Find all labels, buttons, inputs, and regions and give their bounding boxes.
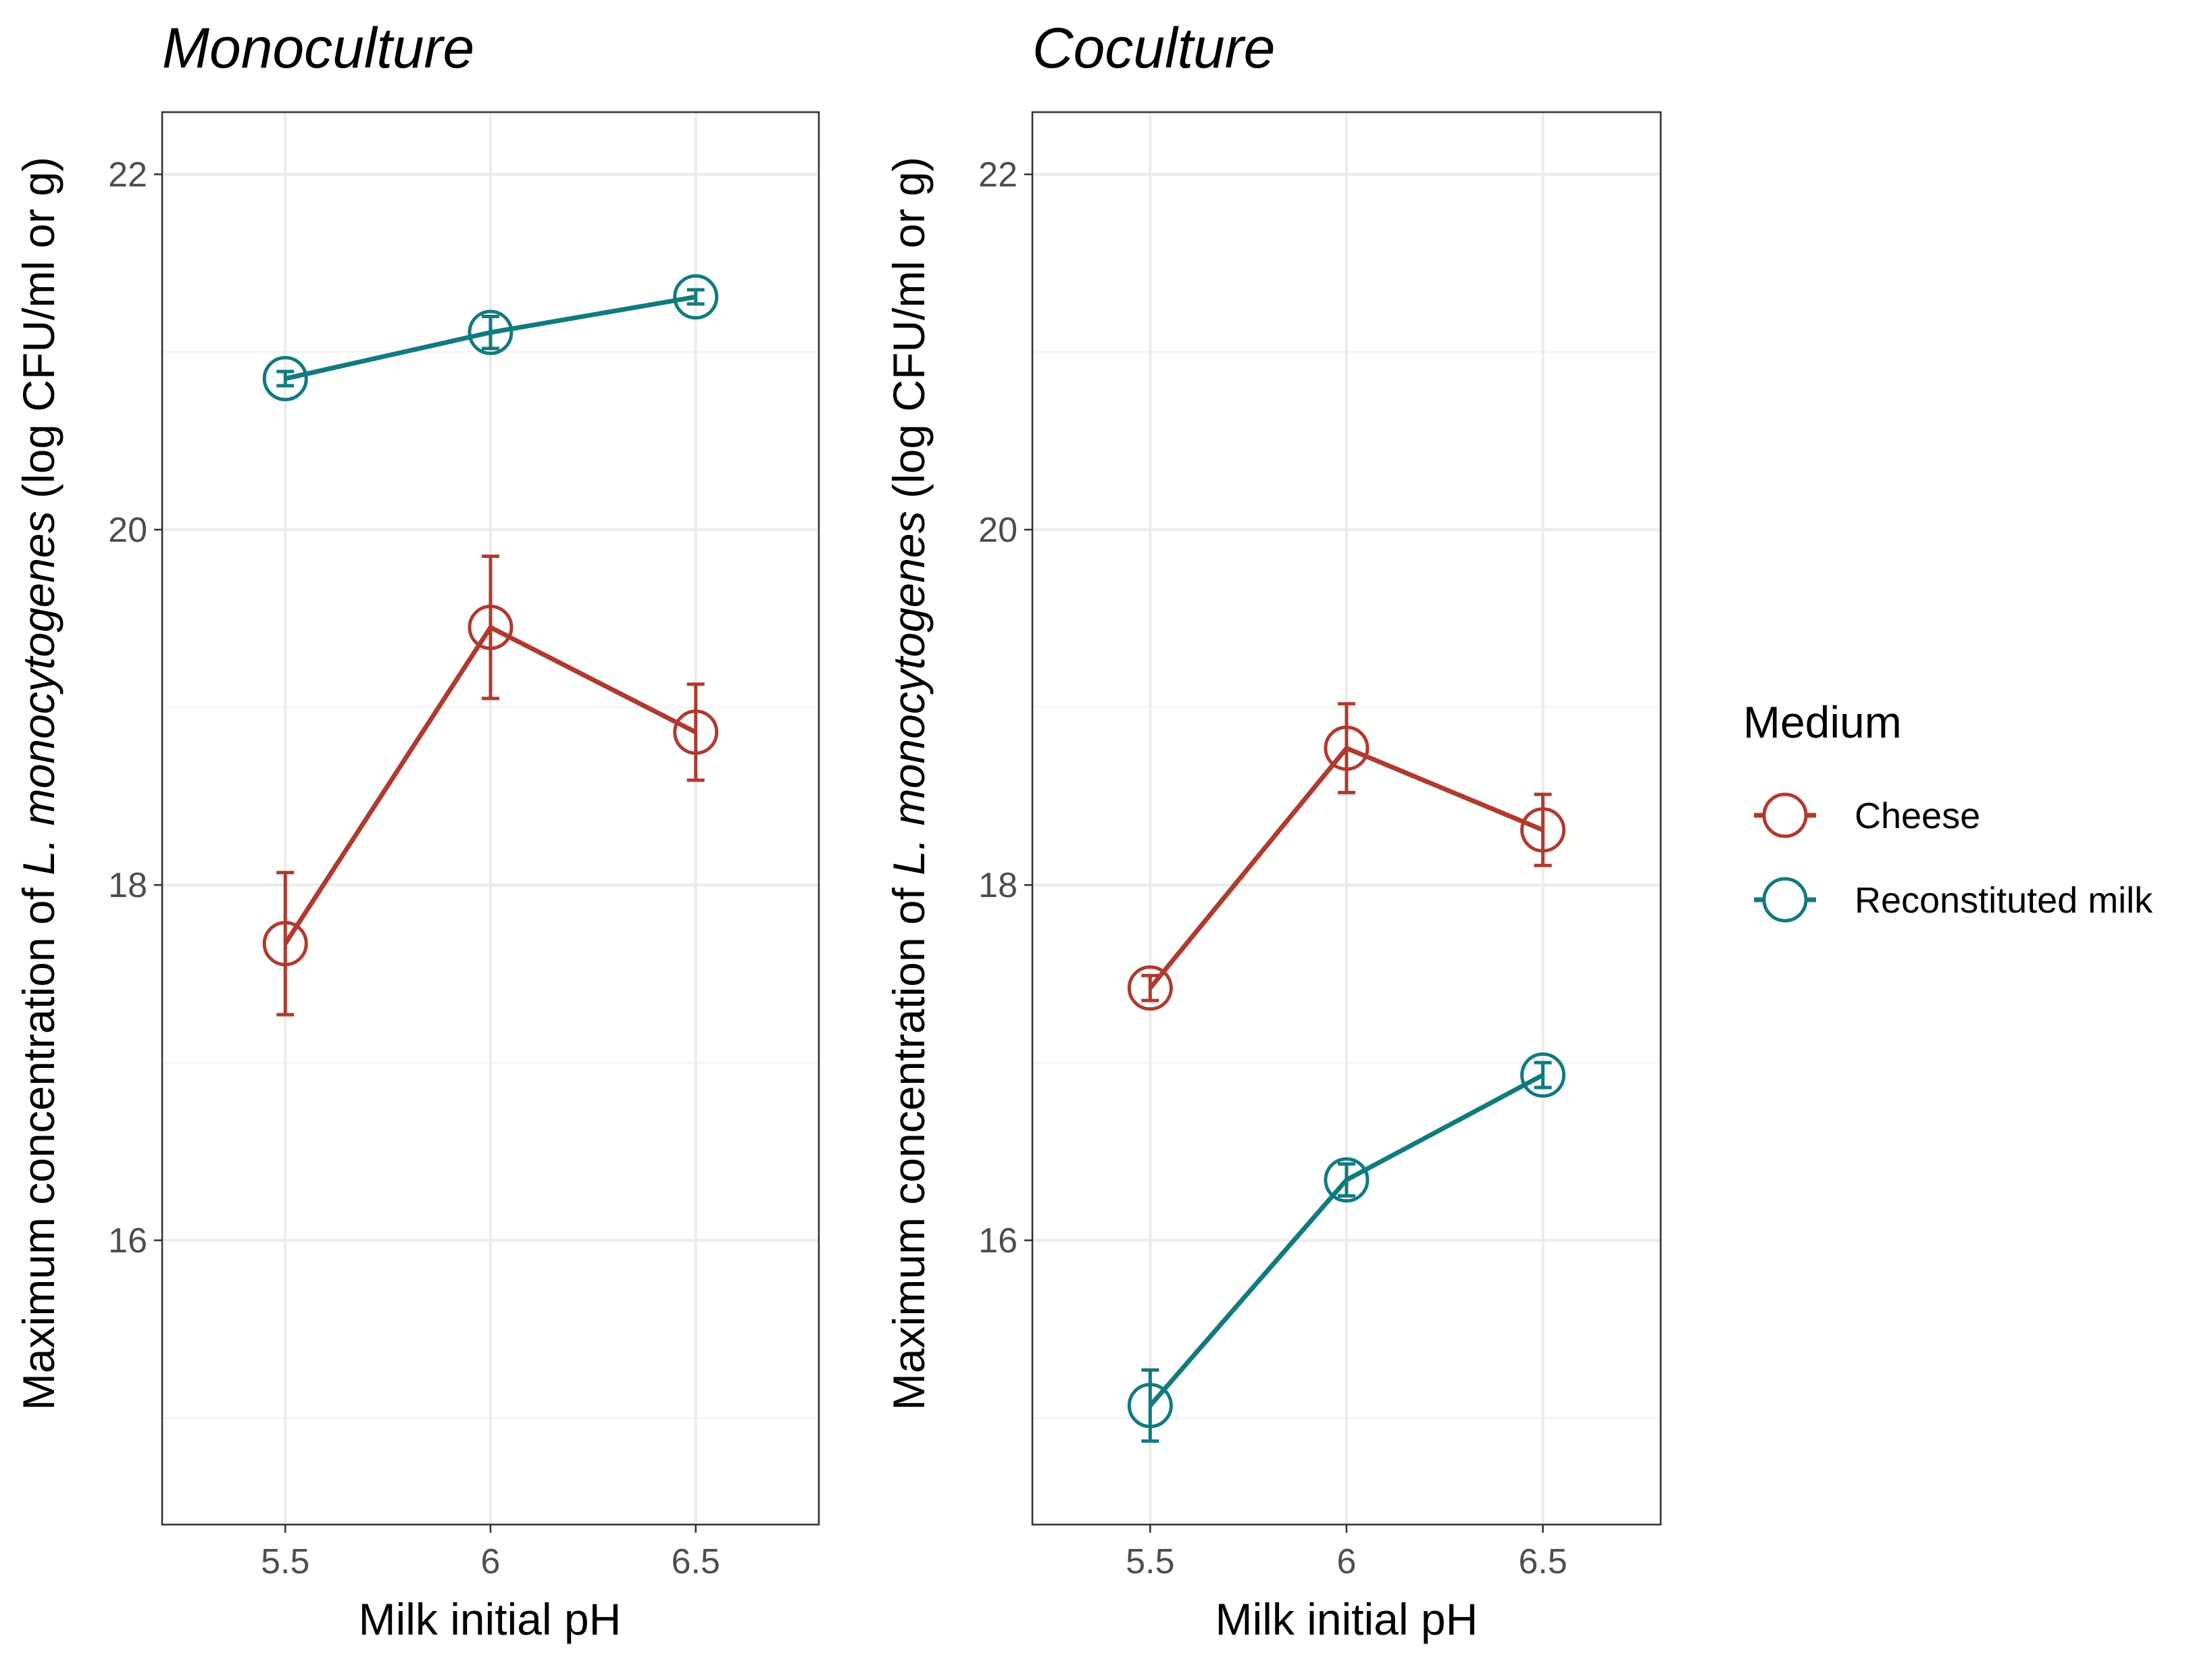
legend-label-cheese: Cheese [1855, 796, 1980, 836]
y-axis-title-monoculture: Maximum concentration of L. monocytogene… [14, 157, 64, 1410]
y-tick-label-20-coculture: 20 [978, 511, 1017, 550]
y-tick-label-20-monoculture: 20 [108, 511, 147, 550]
legend-key-marker-reconstituted-milk [1762, 877, 1808, 923]
plot-area-monoculture: 16 18 20 22 5.5 6 6.5 [108, 111, 820, 1581]
y-tick-label-16-coculture: 16 [978, 1221, 1017, 1260]
x-tick-label-6-5-coculture: 6.5 [1518, 1542, 1567, 1581]
x-tick-label-6-5-monoculture: 6.5 [672, 1542, 720, 1581]
legend-entry-cheese: Cheese [1754, 792, 1980, 838]
y-axis-title-coculture: Maximum concentration of L. monocytogene… [884, 157, 934, 1410]
x-tick-label-6-monoculture: 6 [481, 1542, 501, 1581]
y-tick-label-18-monoculture: 18 [108, 866, 147, 905]
data-point-cheese-6-5-coculture [1520, 807, 1566, 853]
data-point-milk-5-5-coculture [1127, 1383, 1173, 1429]
data-point-cheese-6-5-monoculture [673, 709, 719, 755]
data-point-milk-6-5-monoculture [673, 274, 719, 320]
panel-coculture: Coculture Maximum concentration of L. mo… [884, 16, 1662, 1644]
data-point-milk-6-5-coculture [1520, 1052, 1566, 1098]
legend-entry-reconstituted-milk: Reconstituted milk [1754, 877, 2153, 923]
panel-title-monoculture: Monoculture [162, 16, 474, 80]
y-tick-label-18-coculture: 18 [978, 866, 1017, 905]
y-tick-label-16-monoculture: 16 [108, 1221, 147, 1260]
legend-key-marker-cheese [1762, 792, 1808, 838]
data-point-milk-5-5-monoculture [262, 356, 308, 402]
legend-title: Medium [1743, 697, 1902, 747]
panel-title-coculture: Coculture [1032, 16, 1276, 80]
x-tick-label-5-5-coculture: 5.5 [1126, 1542, 1174, 1581]
data-point-milk-6-coculture [1324, 1157, 1369, 1203]
data-point-cheese-6-coculture [1324, 725, 1369, 771]
x-tick-label-6-coculture: 6 [1337, 1542, 1357, 1581]
plot-area-coculture: 16 18 20 22 5.5 6 6.5 [978, 111, 1662, 1581]
x-axis-title-monoculture: Milk initial pH [359, 1594, 622, 1644]
data-point-cheese-6-monoculture [468, 605, 513, 650]
y-tick-label-22-monoculture: 22 [108, 155, 147, 195]
y-tick-label-22-coculture: 22 [978, 155, 1017, 195]
data-point-cheese-5-5-monoculture [262, 921, 308, 967]
panel-monoculture: Monoculture Maximum concentration of L. … [14, 16, 820, 1644]
x-axis-title-coculture: Milk initial pH [1215, 1594, 1478, 1644]
x-tick-label-5-5-monoculture: 5.5 [261, 1542, 309, 1581]
legend: Medium Cheese Reconstituted milk [1743, 697, 2153, 923]
data-point-milk-6-monoculture [468, 309, 513, 355]
data-point-cheese-5-5-coculture [1127, 965, 1173, 1011]
legend-label-reconstituted-milk: Reconstituted milk [1855, 880, 2153, 921]
